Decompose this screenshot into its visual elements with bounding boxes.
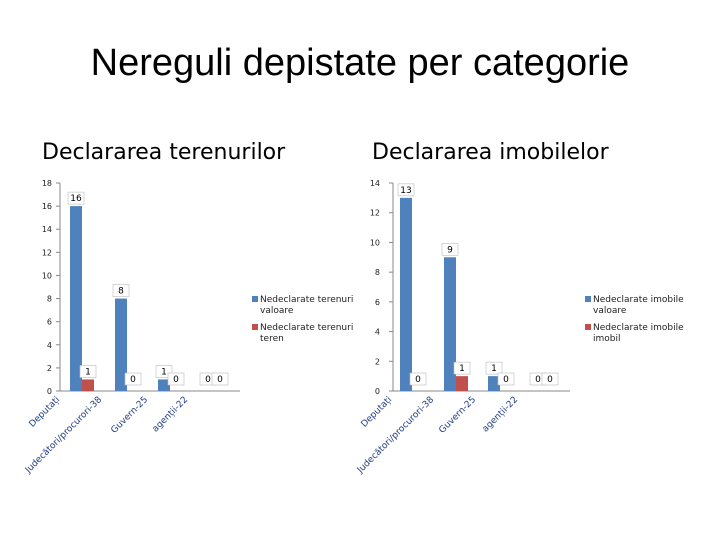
- y-tick-label-0: 18: [42, 179, 52, 188]
- y-tick-label-1: 0: [375, 387, 380, 396]
- y-tick-label-0: 16: [42, 202, 52, 211]
- y-tick-label-1: 14: [370, 179, 380, 188]
- bar-1-0-0: [400, 197, 412, 391]
- data-label-1-0-3: 0: [535, 375, 541, 385]
- chart-title-terenuri: Declararea terenurilor: [42, 140, 286, 165]
- legend-label-1-1: imobil: [593, 334, 621, 344]
- y-tick-label-0: 10: [42, 271, 52, 280]
- chart-title-imobile: Declararea imobilelor: [372, 140, 609, 165]
- y-tick-label-1: 10: [370, 238, 380, 247]
- data-label-0-0-3: 0: [205, 375, 211, 385]
- x-tick-label-0-2: Guvern-25: [109, 395, 150, 436]
- y-tick-label-0: 12: [42, 248, 52, 257]
- data-label-box-1-1-0: [409, 372, 427, 386]
- y-tick-label-1: 4: [375, 328, 380, 337]
- bar-1-0-2: [488, 376, 500, 391]
- bar-0-0-0: [70, 206, 82, 391]
- y-tick-label-0: 0: [47, 387, 52, 396]
- data-label-box-1-1-1: [453, 361, 471, 375]
- data-label-box-1-0-0: [397, 183, 415, 197]
- legend-label-1-1: Nedeclarate imobile: [593, 323, 684, 333]
- bar-1-1-1: [456, 376, 468, 391]
- data-label-0-0-0: 16: [70, 194, 82, 204]
- legend-swatch-0-1: [252, 324, 258, 330]
- data-label-box-0-1-0: [79, 365, 97, 378]
- x-tick-label-1-2: Guvern-25: [437, 395, 478, 436]
- data-label-box-0-1-3: [211, 372, 229, 386]
- data-label-0-1-0: 1: [85, 367, 91, 377]
- data-label-box-1-1-2: [497, 372, 515, 386]
- data-label-1-0-0: 13: [400, 186, 411, 196]
- y-tick-label-0: 2: [47, 364, 52, 373]
- y-tick-label-0: 4: [47, 341, 52, 350]
- x-tick-label-0-3: agenții-22: [151, 395, 190, 434]
- y-tick-label-1: 2: [375, 357, 380, 366]
- data-label-box-0-1-2: [167, 372, 185, 386]
- legend-label-1-0: Nedeclarate imobile: [593, 295, 684, 305]
- legend-swatch-1-0: [585, 296, 591, 302]
- x-tick-label-1-0: Deputați: [359, 395, 394, 430]
- data-label-1-0-1: 9: [447, 245, 453, 255]
- data-label-1-1-2: 0: [503, 375, 509, 385]
- data-label-1-0-2: 1: [491, 364, 497, 374]
- legend-swatch-1-1: [585, 324, 591, 330]
- bar-0-1-0: [82, 379, 94, 391]
- y-tick-label-0: 14: [42, 225, 52, 234]
- y-tick-label-1: 12: [370, 209, 380, 218]
- bar-1-0-1: [444, 257, 456, 391]
- y-tick-label-1: 6: [375, 298, 380, 307]
- data-label-1-1-1: 1: [459, 364, 465, 374]
- data-label-0-0-1: 8: [118, 287, 124, 297]
- data-label-box-1-0-1: [441, 242, 459, 256]
- data-label-box-0-0-1: [112, 284, 130, 297]
- x-tick-label-1-3: agenții-22: [481, 395, 520, 434]
- data-label-box-0-1-1: [124, 372, 142, 386]
- legend-label-0-1: Nedeclarate terenuri: [260, 323, 353, 333]
- x-tick-label-0-1: Judecători/procurori-38: [23, 395, 104, 476]
- y-tick-label-1: 8: [375, 268, 380, 277]
- data-label-1-1-0: 0: [415, 375, 421, 385]
- data-label-box-1-1-3: [541, 372, 559, 386]
- bar-0-0-2: [158, 379, 170, 391]
- legend-label-1-0: valoare: [593, 306, 627, 316]
- slide-title: Nereguli depistate per categorie: [90, 42, 630, 84]
- data-label-0-1-2: 0: [173, 375, 179, 385]
- x-tick-label-0-0: Deputați: [27, 395, 62, 430]
- legend-swatch-0-0: [252, 296, 258, 302]
- data-label-box-1-0-2: [485, 361, 503, 375]
- data-label-0-0-2: 1: [161, 367, 167, 377]
- data-label-0-1-1: 0: [130, 375, 136, 385]
- x-tick-label-1-1: Judecători/procurori-38: [355, 395, 436, 476]
- bar-0-0-1: [115, 298, 127, 391]
- data-label-1-1-3: 0: [547, 375, 553, 385]
- data-label-0-1-3: 0: [217, 375, 223, 385]
- y-tick-label-0: 8: [47, 295, 52, 304]
- legend-label-0-1: teren: [260, 334, 284, 344]
- legend-label-0-0: valoare: [260, 306, 294, 316]
- data-label-box-0-0-0: [67, 191, 85, 205]
- y-tick-label-0: 6: [47, 318, 52, 327]
- legend-label-0-0: Nedeclarate terenuri: [260, 295, 353, 305]
